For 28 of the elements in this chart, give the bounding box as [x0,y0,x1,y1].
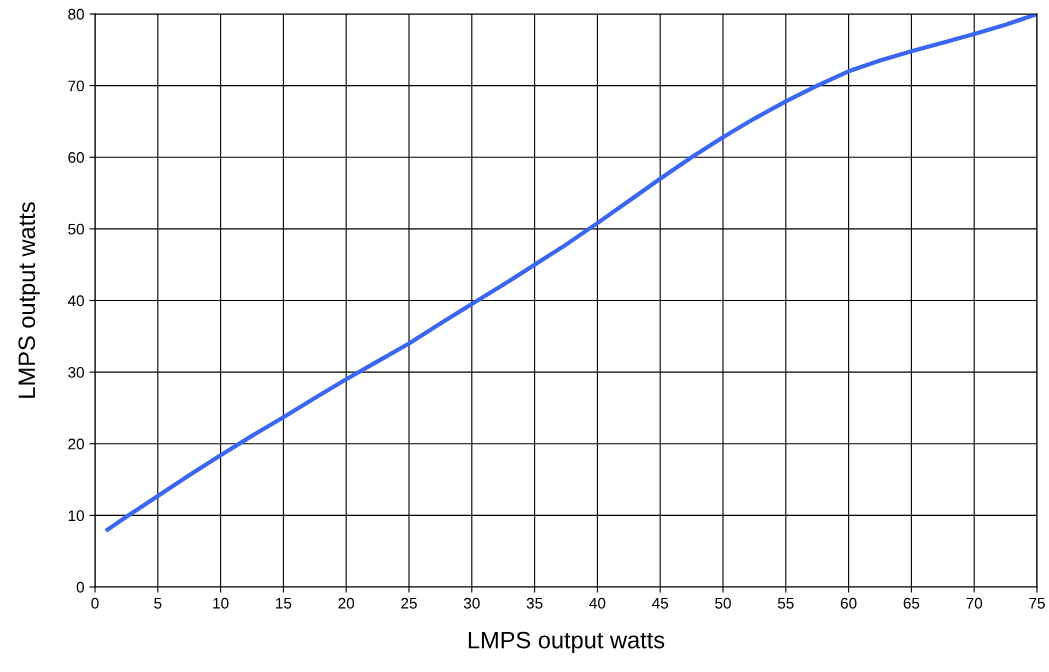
x-tick-label: 50 [715,597,731,609]
x-tick-label: 20 [338,597,355,609]
x-tick-label: 10 [213,597,229,609]
line-series [105,14,1037,532]
y-tick-label: 20 [68,438,84,450]
y-tick-label: 10 [68,510,84,522]
x-tick-label: 0 [91,597,99,609]
x-tick-label: 55 [777,597,794,609]
y-tick-label: 0 [76,581,84,593]
y-tick-label: 30 [68,366,84,378]
y-tick-label: 60 [68,152,84,163]
y-tick-label: 40 [67,295,84,307]
y-axis-title: LMPS output watts [18,202,40,398]
x-tick-label: 25 [401,597,417,609]
x-tick-label: 70 [966,597,983,609]
x-tick-label: 15 [276,597,292,609]
x-axis-title: LMPS output watts [468,631,665,654]
y-tick-label: 80 [68,8,84,20]
x-tick-label: 75 [1029,597,1045,609]
x-tick-label: 45 [652,597,669,609]
x-tick-label: 5 [154,597,162,609]
y-tick-label: 50 [68,223,84,235]
x-tick-label: 65 [903,597,920,609]
x-tick-label: 60 [840,597,857,609]
y-tick-label: 70 [68,80,84,92]
x-tick-label: 40 [589,597,606,609]
x-tick-label: 35 [526,597,543,609]
x-tick-label: 30 [463,597,480,609]
